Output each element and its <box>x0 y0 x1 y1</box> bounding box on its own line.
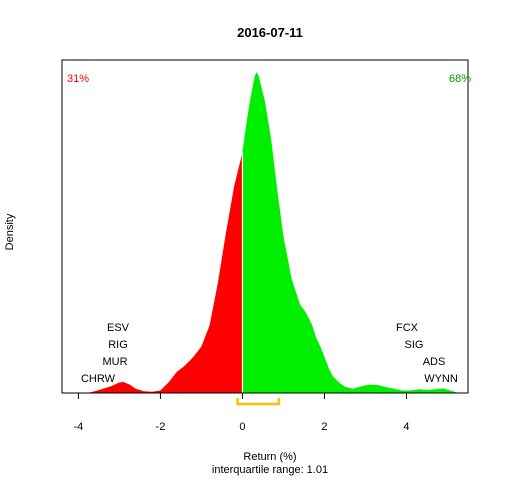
iqr-bracket <box>236 398 281 406</box>
y-axis-label: Density <box>4 213 16 250</box>
chart-title: 2016-07-11 <box>237 25 303 40</box>
annotation-right-4: WYNN <box>424 373 458 385</box>
x-tick-label: 0 <box>239 421 245 433</box>
iqr-caption: interquartile range: 1.01 <box>212 464 328 476</box>
x-axis: -4 -2 0 2 4 <box>74 392 410 433</box>
density-area-positive <box>242 72 458 393</box>
right-tail-annotations: FCX SIG ADS WYNN <box>396 322 458 385</box>
positive-share-label: 68% <box>449 73 471 85</box>
x-tick-label: -4 <box>74 421 84 433</box>
left-tail-annotations: ESV RIG MUR CHRW <box>81 322 130 385</box>
x-tick-label: -2 <box>156 421 166 433</box>
plot-area <box>62 72 468 406</box>
negative-share-label: 31% <box>67 73 89 85</box>
annotation-left-1: ESV <box>107 322 130 334</box>
annotation-left-4: CHRW <box>81 373 116 385</box>
x-tick-label: 2 <box>321 421 327 433</box>
annotation-right-1: FCX <box>396 322 419 334</box>
x-axis-label: Return (%) <box>243 451 296 463</box>
x-tick-label: 4 <box>403 421 409 433</box>
annotation-left-3: MUR <box>102 356 127 368</box>
annotation-left-2: RIG <box>108 339 128 351</box>
density-area-negative <box>88 152 243 393</box>
annotation-right-3: ADS <box>423 356 446 368</box>
annotation-right-2: SIG <box>405 339 424 351</box>
